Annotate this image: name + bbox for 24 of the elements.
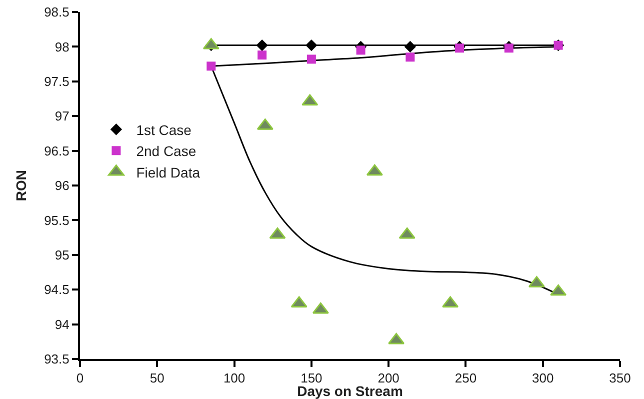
y-tick-label: 97: [54, 108, 70, 124]
x-tick-label: 50: [150, 370, 164, 386]
y-tick-label: 94.5: [44, 282, 70, 298]
legend-label: 2nd Case: [136, 143, 196, 160]
y-tick-label: 98: [54, 39, 70, 54]
y-tick-label: 93.5: [44, 352, 70, 367]
y-tick-label: 95: [54, 247, 70, 262]
x-tick-label: 350: [609, 370, 631, 386]
legend-label: 1st Case: [136, 122, 192, 138]
x-tick-label: 200: [378, 370, 400, 386]
x-tick-label: 250: [454, 370, 477, 386]
y-tick-label: 98.5: [44, 4, 70, 20]
x-axis-title: Days on Stream: [297, 383, 403, 399]
legend-label: Field Data: [136, 164, 200, 180]
y-tick-label: 94: [54, 316, 70, 332]
x-tick-label: 0: [76, 370, 84, 386]
x-tick-label: 150: [300, 370, 322, 386]
x-tick-label: 300: [532, 370, 554, 386]
x-tick-label: 100: [223, 370, 246, 386]
y-tick-label: 96.5: [44, 143, 70, 158]
y-tick-label: 97.5: [44, 74, 70, 89]
y-tick-label: 95.5: [44, 212, 70, 228]
y-axis-title: RON: [13, 170, 30, 202]
y-tick-label: 96: [54, 178, 70, 194]
